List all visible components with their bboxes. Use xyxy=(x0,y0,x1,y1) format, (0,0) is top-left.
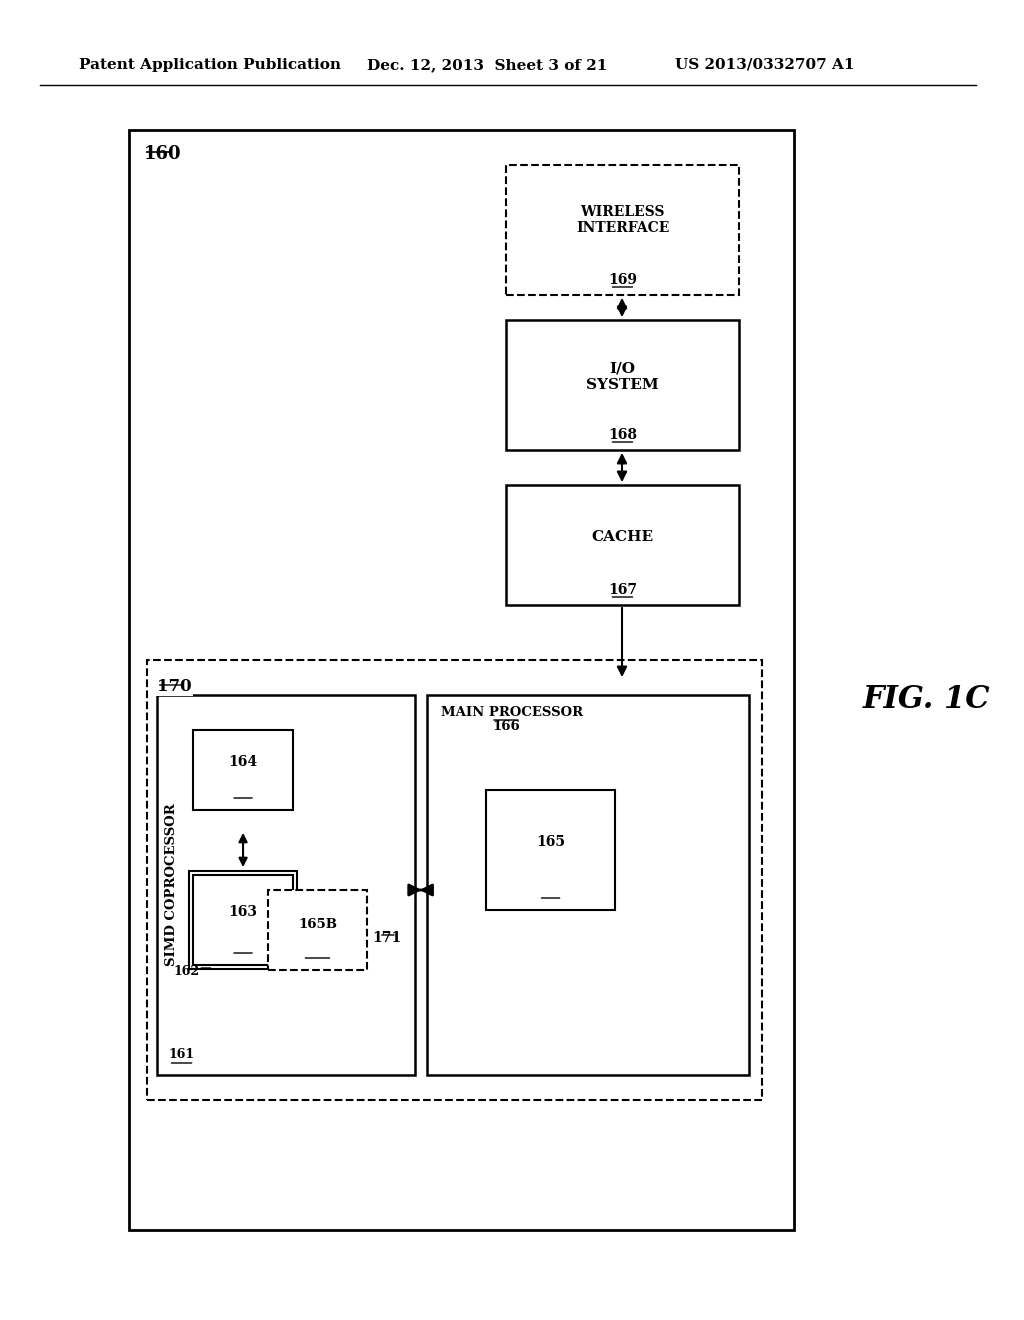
Text: 168: 168 xyxy=(608,428,637,442)
FancyBboxPatch shape xyxy=(194,875,293,965)
Text: 161: 161 xyxy=(169,1048,195,1061)
FancyBboxPatch shape xyxy=(157,696,415,1074)
Text: MAIN PROCESSOR: MAIN PROCESSOR xyxy=(441,706,584,719)
Text: 164: 164 xyxy=(228,755,258,770)
Text: 166: 166 xyxy=(493,721,520,734)
FancyBboxPatch shape xyxy=(189,871,297,969)
FancyBboxPatch shape xyxy=(486,789,615,909)
FancyBboxPatch shape xyxy=(506,319,739,450)
Text: CACHE: CACHE xyxy=(592,531,653,544)
Text: 162: 162 xyxy=(173,965,200,978)
Text: SIMD COPROCESSOR: SIMD COPROCESSOR xyxy=(165,804,178,966)
Text: 167: 167 xyxy=(608,583,637,597)
FancyBboxPatch shape xyxy=(129,129,794,1230)
FancyBboxPatch shape xyxy=(506,484,739,605)
Text: 160: 160 xyxy=(143,145,181,162)
Text: US 2013/0332707 A1: US 2013/0332707 A1 xyxy=(675,58,854,73)
Text: 170: 170 xyxy=(157,678,191,696)
Text: WIRELESS
INTERFACE: WIRELESS INTERFACE xyxy=(575,205,670,235)
Text: FIG. 1C: FIG. 1C xyxy=(863,685,990,715)
Text: Patent Application Publication: Patent Application Publication xyxy=(80,58,341,73)
Text: 165B: 165B xyxy=(298,919,337,932)
FancyBboxPatch shape xyxy=(194,730,293,810)
FancyBboxPatch shape xyxy=(506,165,739,294)
FancyBboxPatch shape xyxy=(268,890,367,970)
Text: 165: 165 xyxy=(537,836,565,849)
Text: 171: 171 xyxy=(373,931,401,945)
FancyBboxPatch shape xyxy=(146,660,762,1100)
Text: 163: 163 xyxy=(228,906,258,919)
FancyBboxPatch shape xyxy=(427,696,749,1074)
Text: Dec. 12, 2013  Sheet 3 of 21: Dec. 12, 2013 Sheet 3 of 21 xyxy=(367,58,607,73)
Text: I/O
SYSTEM: I/O SYSTEM xyxy=(586,362,658,392)
Text: 169: 169 xyxy=(608,273,637,286)
